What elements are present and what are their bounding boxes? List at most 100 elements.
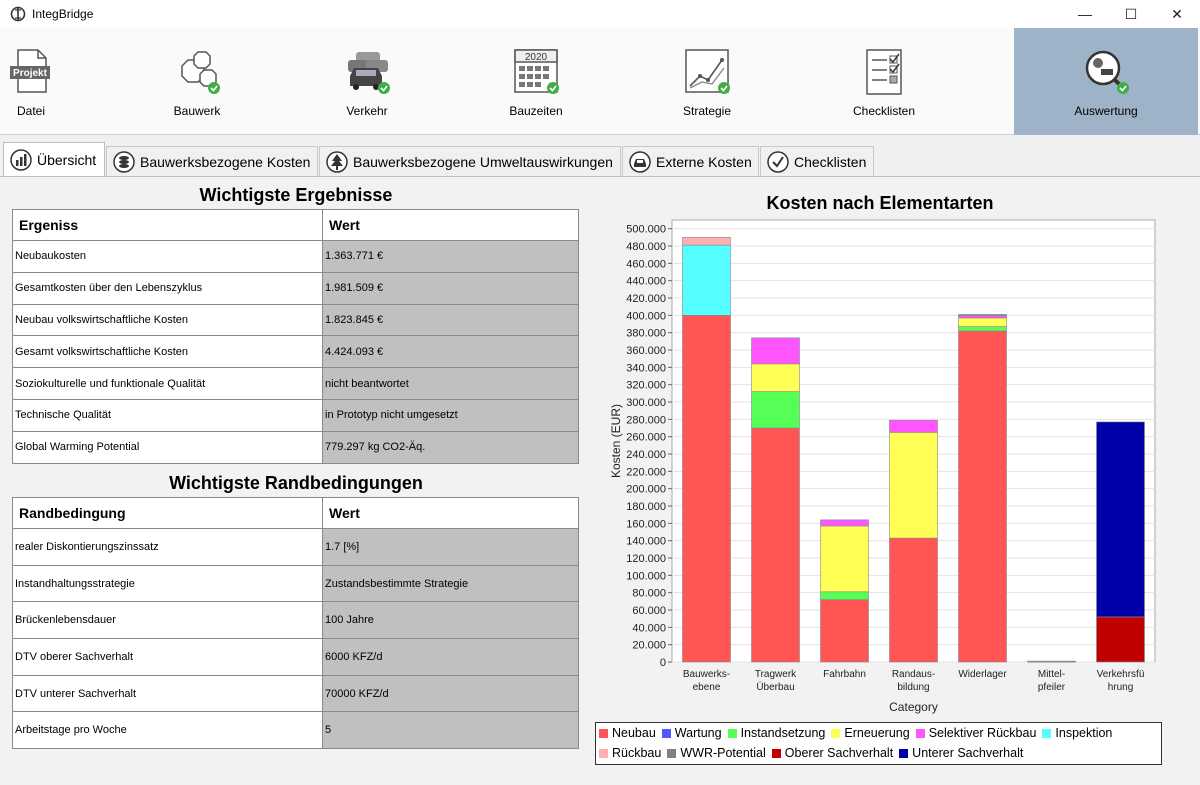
- title-bar: IntegBridge — ☐ ✕: [0, 0, 1200, 28]
- legend-swatch: [599, 728, 608, 738]
- legend-swatch: [915, 728, 925, 738]
- tab-label: Checklisten: [794, 153, 867, 170]
- legend-swatch: [831, 728, 841, 738]
- bar-segment: [820, 599, 869, 663]
- bar-segment: [820, 519, 869, 527]
- window-controls: — ☐ ✕: [1062, 0, 1200, 28]
- legend-swatch: [667, 748, 677, 758]
- tab-bauwerksbezogene-umweltauswirkungen[interactable]: Bauwerksbezogene Umweltauswirkungen: [319, 146, 621, 176]
- y-tick-label: 440.000: [626, 276, 666, 288]
- legend-item: Selektiver Rückbau: [915, 726, 1037, 740]
- table-row: Gesamtkosten über den Lebenszyklus 1.981.…: [12, 271, 579, 305]
- maximize-button[interactable]: ☐: [1108, 0, 1154, 28]
- legend-swatch: [599, 748, 608, 758]
- tab-uebersicht[interactable]: Übersicht: [3, 142, 105, 177]
- legend-item: Inspektion: [1042, 726, 1112, 740]
- row-value: 100 Jahre: [322, 601, 579, 640]
- row-label: Arbeitstage pro Woche: [12, 711, 323, 750]
- legend-label: Wartung: [674, 726, 722, 740]
- legend-swatch: [1042, 728, 1052, 738]
- y-tick-label: 0: [660, 657, 666, 669]
- evaluation-icon: [1085, 50, 1129, 94]
- row-label: Instandhaltungsstrategie: [12, 564, 323, 603]
- close-button[interactable]: ✕: [1154, 0, 1200, 28]
- toolbar-label: Bauwerk: [173, 104, 221, 118]
- x-tick-label: Verkehrsfü: [1097, 669, 1145, 680]
- row-label: realer Diskontierungszinssatz: [12, 528, 323, 566]
- bauwerk-icon: [181, 51, 220, 94]
- row-label: Gesamt volkswirtschaftliche Kosten: [12, 335, 323, 369]
- bar-segment: [751, 337, 800, 365]
- legend-label: Instandsetzung: [740, 726, 826, 740]
- y-tick-label: 80.000: [632, 588, 666, 600]
- table-header-row: Randbedingung Wert: [12, 497, 579, 529]
- strategy-chart-icon: [685, 49, 730, 94]
- y-tick-label: 60.000: [632, 605, 666, 617]
- main-toolbar: Projekt Datei Bauwerk: [0, 28, 1200, 135]
- app-logo-icon: [10, 6, 26, 22]
- legend-label: Oberer Sachverhalt: [784, 746, 894, 760]
- legend-label: Unterer Sachverhalt: [912, 746, 1024, 760]
- y-tick-label: 280.000: [626, 414, 666, 426]
- y-tick-label: 360.000: [626, 345, 666, 357]
- table-row: Global Warming Potential 779.297 kg CO2-Ä…: [12, 430, 579, 464]
- x-tick-label: Überbau: [756, 681, 794, 693]
- y-tick-label: 200.000: [626, 484, 666, 496]
- x-tick-label: Tragwerk: [755, 669, 797, 680]
- y-tick-label: 100.000: [626, 570, 666, 582]
- bar-segment: [1096, 421, 1145, 618]
- bar-segment: [682, 315, 731, 663]
- toolbar-datei[interactable]: Projekt Datei: [0, 28, 62, 135]
- toolbar-label: Checklisten: [852, 104, 916, 118]
- toolbar-auswertung[interactable]: Auswertung: [1014, 28, 1198, 135]
- x-tick-label: Randaus-: [892, 669, 935, 680]
- cost-bar-chart: 0 20.000 40.000 60.000 80.000 100.000 120.000 1…: [609, 219, 1156, 714]
- row-label: Neubau volkswirtschaftliche Kosten: [12, 303, 323, 337]
- x-tick-label: ebene: [693, 682, 721, 693]
- tab-externe-kosten[interactable]: Externe Kosten: [622, 146, 759, 176]
- table-header-row: Ergeniss Wert: [12, 209, 579, 241]
- toolbar-verkehr[interactable]: Verkehr: [320, 28, 414, 135]
- toolbar-strategie[interactable]: Strategie: [660, 28, 754, 135]
- legend-item: Instandsetzung: [727, 726, 826, 740]
- y-tick-label: 500.000: [626, 224, 666, 236]
- bar-segment: [820, 591, 869, 600]
- table-row: realer Diskontierungszinssatz 1.7 [%]: [12, 528, 579, 566]
- table-row: Technische Qualität in Prototyp nicht umg…: [12, 398, 579, 432]
- tree-icon: [326, 150, 348, 173]
- legend-label: Selektiver Rückbau: [928, 726, 1037, 740]
- table-row: Instandhaltungsstrategie Zustandsbestimmt…: [12, 564, 579, 603]
- tab-label: Externe Kosten: [656, 153, 752, 170]
- tab-checklisten[interactable]: Checklisten: [760, 146, 874, 176]
- table-row: DTV oberer Sachverhalt 6000 KFZ/d: [12, 638, 579, 676]
- bar-segment: [889, 537, 938, 663]
- bar-segment: [1096, 616, 1145, 663]
- legend-item: WWR-Potential: [667, 746, 766, 760]
- legend-label: WWR-Potential: [680, 746, 766, 760]
- toolbar-bauzeiten[interactable]: 2020 Bauzeiten: [489, 28, 583, 135]
- column-header: Wert: [322, 209, 579, 241]
- y-tick-label: 380.000: [626, 328, 666, 340]
- legend-label: Erneuerung: [844, 726, 910, 740]
- table-row: Gesamt volkswirtschaftliche Kosten 4.424.…: [12, 335, 579, 369]
- conditions-table: Randbedingung Wert realer Diskontierungs…: [12, 497, 579, 750]
- table-row: Neubau volkswirtschaftliche Kosten 1.823.…: [12, 303, 579, 337]
- row-label: Technische Qualität: [12, 398, 323, 432]
- legend-item: Erneuerung: [831, 726, 910, 740]
- y-tick-label: 240.000: [626, 449, 666, 461]
- y-tick-label: 120.000: [626, 553, 666, 565]
- chart-legend: Neubau Wartung Instandsetzung Erneuerung Sel…: [595, 722, 1162, 765]
- toolbar-bauwerk[interactable]: Bauwerk: [150, 28, 244, 135]
- x-axis-label: Category: [889, 700, 938, 714]
- row-label: Soziokulturelle und funktionale Qualität: [12, 367, 323, 400]
- tab-bauwerksbezogene-kosten[interactable]: Bauwerksbezogene Kosten: [106, 146, 318, 176]
- column-header: Randbedingung: [12, 497, 323, 529]
- toolbar-label: Datei: [16, 104, 45, 118]
- toolbar-checklisten[interactable]: Checklisten: [837, 28, 931, 135]
- y-tick-label: 460.000: [626, 258, 666, 270]
- results-table: Ergeniss Wert Neubaukosten 1.363.771 € Ges…: [12, 209, 579, 464]
- projekt-badge-text: Projekt: [13, 68, 48, 79]
- minimize-button[interactable]: —: [1062, 0, 1108, 28]
- conditions-title: Wichtigste Randbedingungen: [169, 473, 423, 493]
